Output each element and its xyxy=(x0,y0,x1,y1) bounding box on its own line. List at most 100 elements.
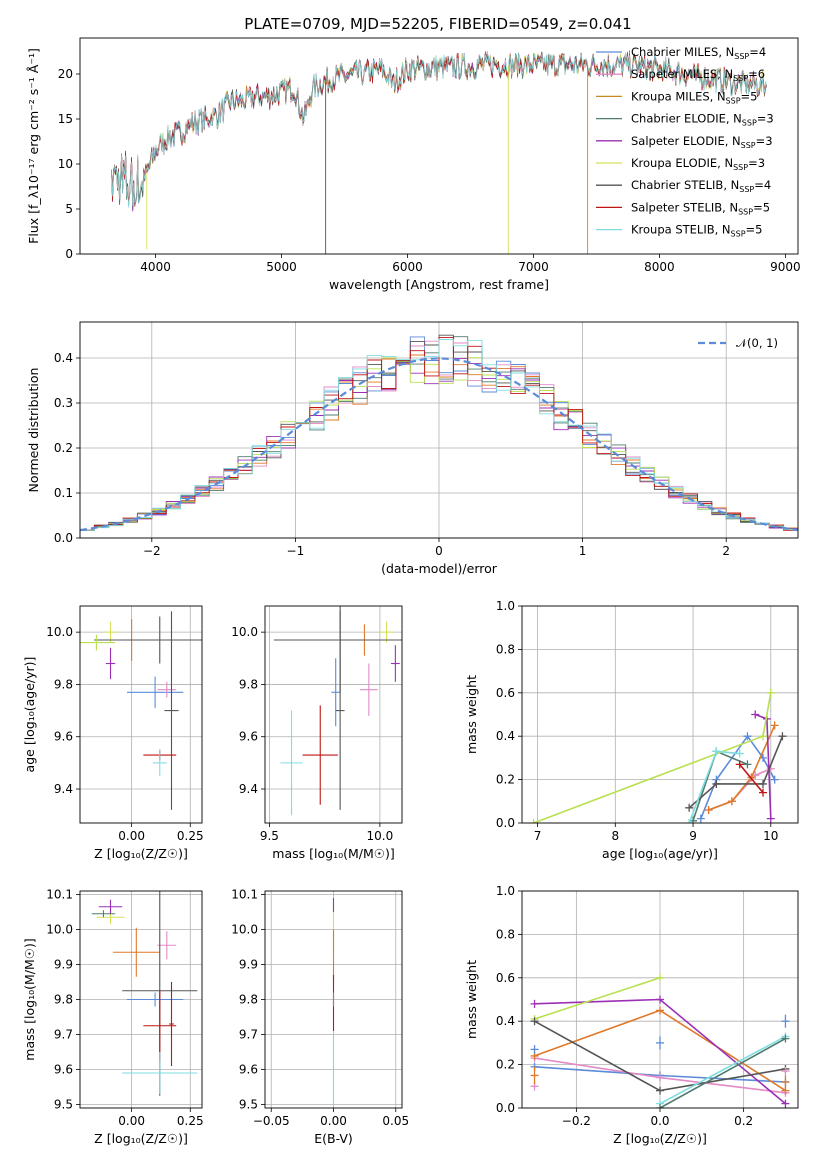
y-tick-label: 0 xyxy=(65,247,73,261)
y-tick-label: 9.5 xyxy=(54,1098,73,1112)
mass-weight-vs-metallicity-panel: −0.2 0.0 0.2 0.0 0.2 0.4 0.6 0.8 1.0 Z [log₁₀(Z/Z… xyxy=(464,884,799,1146)
age-vs-mass-panel: 9.5 10.0 9.4 9.6 9.8 10.0 mass [log₁₀(M/M☉)] xyxy=(231,605,403,861)
weight-marker xyxy=(759,732,768,741)
y-tick-label: 0.8 xyxy=(496,642,515,656)
x-tick-label: 10 xyxy=(763,829,778,843)
weight-marker xyxy=(735,760,744,769)
weight-marker xyxy=(712,779,721,788)
histogram-step-7 xyxy=(80,336,798,538)
y-tick-label: 10.0 xyxy=(46,923,73,937)
y-axis-label: mass [log₁₀(M/M☉)] xyxy=(22,938,37,1060)
x-axis-label: E(B-V) xyxy=(314,1131,353,1146)
y-tick-label: 0.4 xyxy=(496,1014,515,1028)
y-tick-label: 0.2 xyxy=(496,1058,515,1072)
y-tick-label: 0.2 xyxy=(54,441,73,455)
y-tick-label: 10 xyxy=(58,157,73,171)
x-tick-label: 2 xyxy=(722,544,730,558)
y-tick-label: 1.0 xyxy=(496,884,515,898)
y-tick-label: 9.6 xyxy=(54,730,73,744)
x-tick-label: 7 xyxy=(534,829,542,843)
residual-histogram-panel: −2 −1 0 1 2 0.0 0.1 0.2 0.3 0.4 (data-model)/error… xyxy=(26,321,799,576)
x-tick-label: 0.0 xyxy=(650,1114,669,1128)
plot-area xyxy=(80,334,798,538)
x-tick-label: −2 xyxy=(143,544,161,558)
weight-marker xyxy=(696,814,705,823)
mass-vs-extinction-panel: −0.05 0.00 0.05 9.5 9.6 9.7 9.8 9.9 10.0 10.1 E(B-… xyxy=(231,888,409,1147)
axes-frame xyxy=(79,890,203,1109)
x-tick-label: 0.00 xyxy=(118,829,145,843)
x-tick-label: 9 xyxy=(689,829,697,843)
x-tick-label: −0.2 xyxy=(562,1114,591,1128)
x-axis-label: Z [log₁₀(Z/Z☉)] xyxy=(613,1131,707,1146)
weight-marker xyxy=(743,732,752,741)
axes-frame xyxy=(79,37,799,255)
grid-lines xyxy=(265,606,402,823)
y-axis-label: mass weight xyxy=(464,675,479,754)
y-tick-label: 0.0 xyxy=(496,816,515,830)
y-tick-label: 0.4 xyxy=(54,351,73,365)
weight-marker xyxy=(781,1034,790,1043)
y-tick-label: 0.0 xyxy=(496,1101,515,1115)
plot-area xyxy=(111,50,767,254)
weight-marker xyxy=(712,747,721,756)
y-tick-label: 5 xyxy=(65,202,73,216)
y-tick-label: 0.4 xyxy=(496,729,515,743)
weight-line-6 xyxy=(688,735,784,809)
weight-line-2 xyxy=(708,725,776,811)
legend-label: Kroupa STELIB, NSSP=5 xyxy=(631,223,762,239)
y-tick-label: 10.0 xyxy=(46,625,73,639)
y-axis-label: mass weight xyxy=(464,960,479,1039)
weight-marker xyxy=(530,999,539,1008)
plot-area xyxy=(529,688,787,823)
weight-marker xyxy=(766,814,775,823)
weight-line-7 xyxy=(739,763,764,794)
y-tick-label: 9.7 xyxy=(54,1028,73,1042)
legend-label: Kroupa ELODIE, NSSP=3 xyxy=(631,156,765,172)
x-tick-label: 6000 xyxy=(392,260,423,274)
x-tick-label: 9.5 xyxy=(260,829,279,843)
x-tick-label: 7000 xyxy=(518,260,549,274)
legend-label: Chabrier ELODIE, NSSP=3 xyxy=(631,112,774,128)
y-tick-label: 10.0 xyxy=(231,923,258,937)
legend-label: 𝒩(0, 1) xyxy=(736,336,778,350)
y-tick-label: 9.4 xyxy=(239,782,258,796)
weight-marker xyxy=(770,721,779,730)
y-tick-label: 15 xyxy=(58,112,73,126)
y-axis-label: age [log₁₀(age/yr)] xyxy=(22,657,37,773)
x-tick-label: 1 xyxy=(579,544,587,558)
y-tick-label: 9.8 xyxy=(239,677,258,691)
legend-label: Salpeter STELIB, NSSP=5 xyxy=(631,200,770,216)
y-tick-label: 9.6 xyxy=(54,1063,73,1077)
y-tick-label: 10.1 xyxy=(46,888,73,902)
y-tick-label: 10.1 xyxy=(231,888,258,902)
weight-marker xyxy=(656,1073,664,1082)
weight-marker xyxy=(770,775,779,784)
x-tick-label: −1 xyxy=(287,544,305,558)
axes-frame xyxy=(264,890,403,1109)
x-axis-label: (data-model)/error xyxy=(381,561,498,576)
weight-line-4 xyxy=(534,977,661,1020)
weight-marker xyxy=(656,973,664,982)
y-tick-label: 0.0 xyxy=(54,531,73,545)
weight-line-8 xyxy=(688,750,740,823)
plot-area xyxy=(530,973,790,1108)
weight-marker xyxy=(656,1086,664,1095)
plot-area xyxy=(80,611,202,810)
x-axis-label: Z [log₁₀(Z/Z☉)] xyxy=(94,846,188,861)
figure-title: PLATE=0709, MJD=52205, FIBERID=0549, z=0… xyxy=(244,15,631,33)
weight-marker xyxy=(529,819,538,823)
x-tick-label: 8000 xyxy=(644,260,675,274)
legend-label: Kroupa MILES, NSSP=5 xyxy=(631,89,757,105)
y-tick-label: 9.5 xyxy=(239,1098,258,1112)
weight-marker xyxy=(778,732,787,741)
weight-marker xyxy=(704,805,713,814)
x-tick-label: 0.25 xyxy=(177,1114,204,1128)
y-tick-label: 10.0 xyxy=(231,625,258,639)
weight-line-6 xyxy=(659,1035,786,1105)
y-tick-label: 1.0 xyxy=(496,599,515,613)
y-tick-label: 9.6 xyxy=(239,730,258,744)
legend-label: Salpeter MILES, NSSP=6 xyxy=(631,67,765,83)
legend-label: Chabrier MILES, NSSP=4 xyxy=(631,45,766,61)
axes-frame xyxy=(521,605,799,824)
y-tick-label: 9.9 xyxy=(54,958,73,972)
